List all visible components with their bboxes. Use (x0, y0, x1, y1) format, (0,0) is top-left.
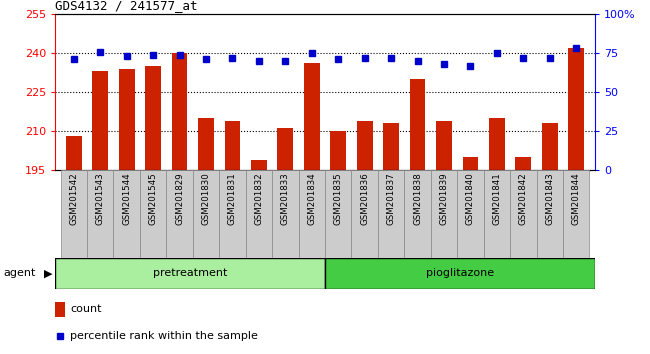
Bar (568, 48, 584, 170)
Text: GSM201543: GSM201543 (96, 172, 105, 225)
Bar (515, 157, 531, 170)
Bar (378, 170, 404, 258)
Bar (55, 302, 65, 317)
Text: percentile rank within the sample: percentile rank within the sample (70, 331, 258, 341)
Bar (304, 63, 320, 170)
Text: GSM201830: GSM201830 (202, 172, 211, 225)
Text: GSM201544: GSM201544 (122, 172, 131, 225)
Bar (436, 121, 452, 170)
Text: GSM201545: GSM201545 (149, 172, 157, 225)
Text: GSM201829: GSM201829 (175, 172, 184, 225)
Text: GSM201840: GSM201840 (466, 172, 475, 225)
Bar (298, 170, 325, 258)
Bar (60, 170, 87, 258)
Bar (404, 170, 431, 258)
Bar (172, 53, 187, 170)
Text: GSM201542: GSM201542 (70, 172, 78, 225)
Bar (166, 170, 193, 258)
Bar (330, 131, 346, 170)
Text: GSM201831: GSM201831 (228, 172, 237, 225)
Bar (542, 123, 558, 170)
Bar (536, 170, 563, 258)
Bar (198, 118, 214, 170)
Bar (510, 170, 536, 258)
Bar (224, 121, 240, 170)
Text: GSM201844: GSM201844 (572, 172, 580, 225)
Bar (272, 170, 298, 258)
Text: GSM201841: GSM201841 (493, 172, 501, 225)
Bar (119, 69, 135, 170)
Bar (114, 170, 140, 258)
Text: GSM201832: GSM201832 (254, 172, 263, 225)
Text: GSM201837: GSM201837 (387, 172, 396, 225)
Bar (55, 258, 325, 289)
Bar (325, 170, 352, 258)
Text: GSM201838: GSM201838 (413, 172, 422, 225)
Bar (457, 170, 484, 258)
Text: GSM201835: GSM201835 (333, 172, 343, 225)
Text: ▶: ▶ (44, 268, 53, 279)
Text: GSM201836: GSM201836 (360, 172, 369, 225)
Bar (193, 170, 219, 258)
Bar (352, 170, 378, 258)
Bar (489, 118, 505, 170)
Bar (140, 170, 166, 258)
Bar (87, 170, 114, 258)
Bar (357, 121, 372, 170)
Text: GSM201834: GSM201834 (307, 172, 317, 225)
Bar (484, 170, 510, 258)
Bar (325, 258, 595, 289)
Bar (219, 170, 246, 258)
Bar (563, 170, 590, 258)
Text: GSM201833: GSM201833 (281, 172, 290, 225)
Text: GSM201839: GSM201839 (439, 172, 448, 225)
Bar (410, 79, 426, 170)
Bar (66, 136, 82, 170)
Text: count: count (70, 304, 102, 314)
Bar (431, 170, 457, 258)
Bar (145, 66, 161, 170)
Bar (92, 71, 108, 170)
Text: GSM201842: GSM201842 (519, 172, 528, 225)
Text: pretreatment: pretreatment (153, 268, 228, 279)
Bar (251, 160, 266, 170)
Bar (384, 123, 399, 170)
Text: GDS4132 / 241577_at: GDS4132 / 241577_at (55, 0, 198, 12)
Text: pioglitazone: pioglitazone (426, 268, 494, 279)
Bar (246, 170, 272, 258)
Text: GSM201843: GSM201843 (545, 172, 554, 225)
Bar (463, 157, 478, 170)
Text: agent: agent (3, 268, 36, 279)
Bar (278, 129, 293, 170)
